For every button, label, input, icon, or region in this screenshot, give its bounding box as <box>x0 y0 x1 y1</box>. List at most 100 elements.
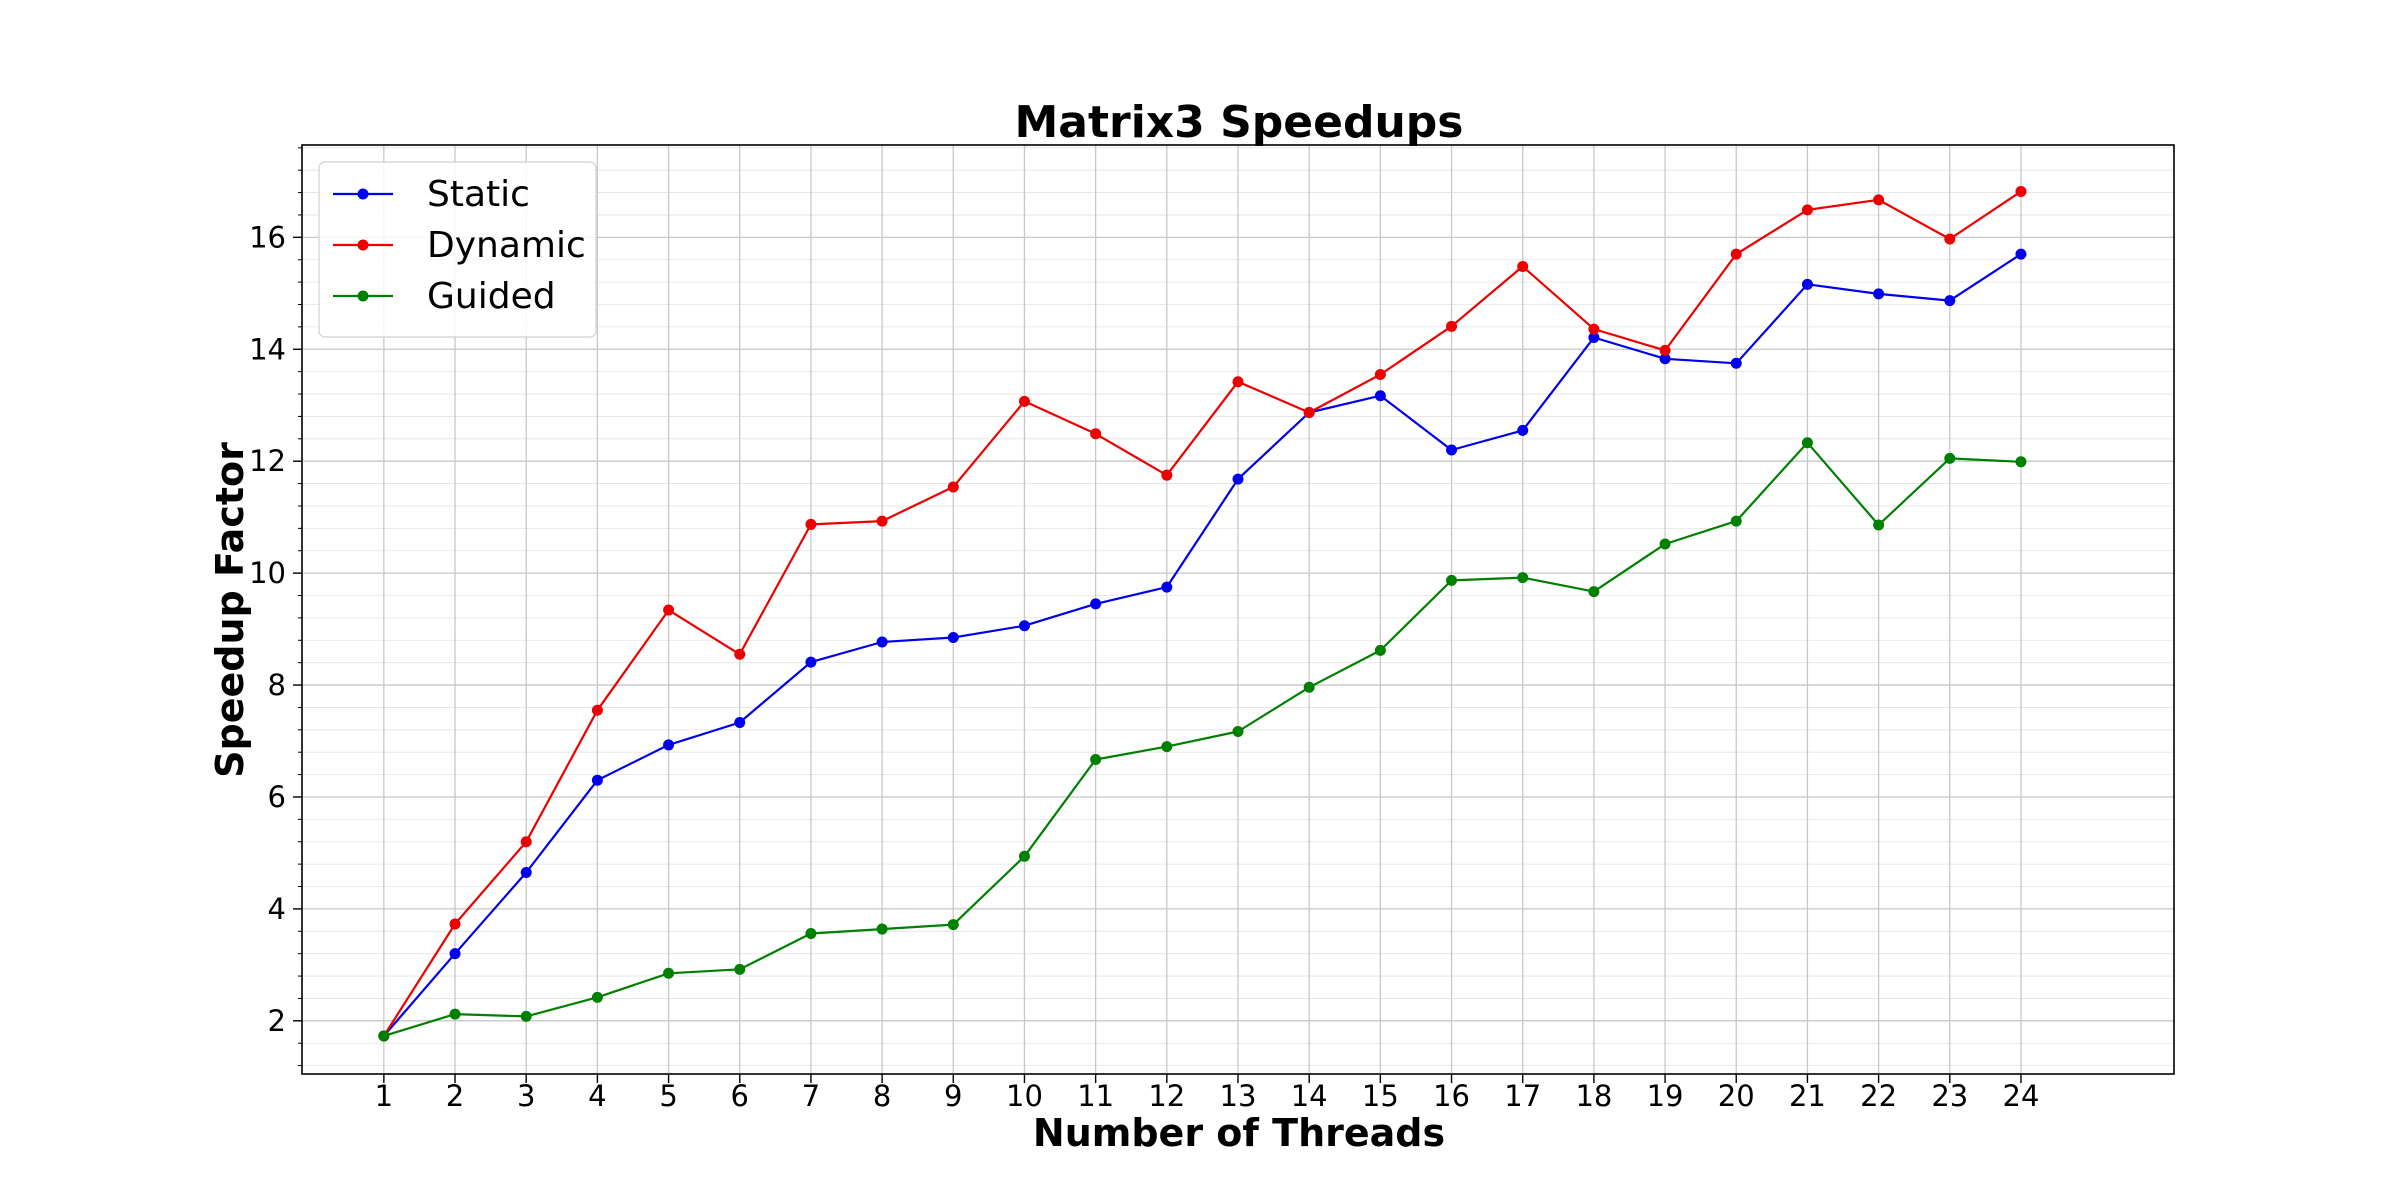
data-point-guided <box>734 963 746 975</box>
data-point-static <box>1588 332 1600 344</box>
data-point-guided <box>1446 574 1458 586</box>
legend-box <box>318 161 597 338</box>
data-point-guided <box>1090 753 1102 765</box>
data-point-static <box>805 656 817 668</box>
data-point-static <box>1873 288 1885 300</box>
series-guided <box>378 437 2027 1042</box>
data-point-guided <box>1801 437 1813 449</box>
x-tick-label: 24 <box>2003 1079 2040 1113</box>
y-tick-label: 14 <box>249 332 286 366</box>
data-point-static <box>876 636 888 648</box>
legend: Static Dynamic Guided <box>318 161 597 338</box>
data-point-static <box>734 717 746 729</box>
x-tick-label: 20 <box>1718 1079 1755 1113</box>
data-point-dynamic <box>1446 320 1458 332</box>
data-point-static <box>2015 248 2027 260</box>
data-point-dynamic <box>2015 185 2027 197</box>
data-point-static <box>1446 444 1458 456</box>
data-point-guided <box>449 1008 461 1020</box>
data-point-dynamic <box>1303 407 1315 419</box>
legend-marker-guided <box>357 290 369 302</box>
x-tick-label: 6 <box>731 1079 749 1113</box>
x-tick-label: 11 <box>1077 1079 1114 1113</box>
x-tick-label: 12 <box>1148 1079 1185 1113</box>
data-point-dynamic <box>1517 260 1529 272</box>
data-point-dynamic <box>1232 376 1244 388</box>
data-point-static <box>1232 473 1244 485</box>
data-point-static <box>1730 357 1742 369</box>
x-tick-label: 1 <box>375 1079 393 1113</box>
y-tick-label: 16 <box>249 220 286 254</box>
y-tick-label: 8 <box>268 668 286 702</box>
x-tick-label: 21 <box>1789 1079 1826 1113</box>
data-point-dynamic <box>1090 428 1102 440</box>
data-point-dynamic <box>1801 204 1813 216</box>
data-point-dynamic <box>947 481 959 493</box>
series-line-static <box>383 253 2022 1037</box>
data-point-guided <box>1232 726 1244 738</box>
data-point-dynamic <box>591 704 603 716</box>
data-point-guided <box>1588 586 1600 598</box>
data-point-guided <box>1873 519 1885 531</box>
y-tick-label: 4 <box>268 892 286 926</box>
data-point-dynamic <box>663 604 675 616</box>
data-point-dynamic <box>1730 248 1742 260</box>
x-tick-label: 10 <box>1006 1079 1043 1113</box>
x-tick-label: 3 <box>517 1079 535 1113</box>
x-tick-label: 19 <box>1647 1079 1684 1113</box>
legend-marker-dynamic <box>357 239 369 251</box>
major-gridlines <box>302 145 2174 1074</box>
data-point-guided <box>876 923 888 935</box>
data-point-static <box>1374 390 1386 402</box>
series-layer <box>378 185 2027 1042</box>
x-tick-label: 7 <box>802 1079 820 1113</box>
data-point-guided <box>1161 741 1173 753</box>
x-tick-label: 9 <box>944 1079 962 1113</box>
y-axis-label: Speedup Factor <box>208 442 252 778</box>
data-point-guided <box>1374 644 1386 656</box>
data-point-dynamic <box>1944 233 1956 245</box>
data-point-static <box>1801 278 1813 290</box>
data-point-guided <box>1303 681 1315 693</box>
legend-entry-static: Static <box>333 174 530 215</box>
data-point-dynamic <box>449 918 461 930</box>
data-point-guided <box>805 928 817 940</box>
y-tick-label: 6 <box>268 780 286 814</box>
x-tick-label: 8 <box>873 1079 891 1113</box>
data-point-guided <box>1018 850 1030 862</box>
x-tick-label: 13 <box>1220 1079 1257 1113</box>
x-tick-label: 4 <box>588 1079 606 1113</box>
data-point-static <box>663 739 675 751</box>
data-point-static <box>1659 353 1671 365</box>
legend-label-guided: Guided <box>427 276 556 317</box>
x-tick-label: 16 <box>1433 1079 1470 1113</box>
y-tick-label: 2 <box>268 1004 286 1038</box>
legend-entry-dynamic: Dynamic <box>333 225 586 266</box>
data-point-guided <box>1659 538 1671 550</box>
data-point-static <box>1090 598 1102 610</box>
legend-label-static: Static <box>427 174 530 215</box>
legend-entry-guided: Guided <box>333 276 556 317</box>
x-tick-label: 23 <box>1931 1079 1968 1113</box>
data-point-static <box>1944 295 1956 307</box>
data-point-static <box>449 948 461 960</box>
data-point-guided <box>663 967 675 979</box>
y-tick-label: 12 <box>249 444 286 478</box>
series-line-dynamic <box>382 190 2022 1037</box>
data-point-guided <box>520 1010 532 1022</box>
data-point-static <box>1161 581 1173 593</box>
data-point-dynamic <box>1659 344 1671 356</box>
data-point-dynamic <box>876 515 888 527</box>
legend-label-dynamic: Dynamic <box>427 225 586 266</box>
data-point-static <box>520 867 532 879</box>
series-static <box>378 248 2027 1042</box>
y-tick-label: 10 <box>249 556 286 590</box>
data-point-guided <box>1730 515 1742 527</box>
x-tick-label: 17 <box>1504 1079 1541 1113</box>
x-tick-label: 15 <box>1362 1079 1399 1113</box>
data-point-dynamic <box>1161 469 1173 481</box>
data-point-dynamic <box>1873 194 1885 206</box>
data-point-guided <box>2015 456 2027 468</box>
data-point-dynamic <box>1018 395 1030 407</box>
